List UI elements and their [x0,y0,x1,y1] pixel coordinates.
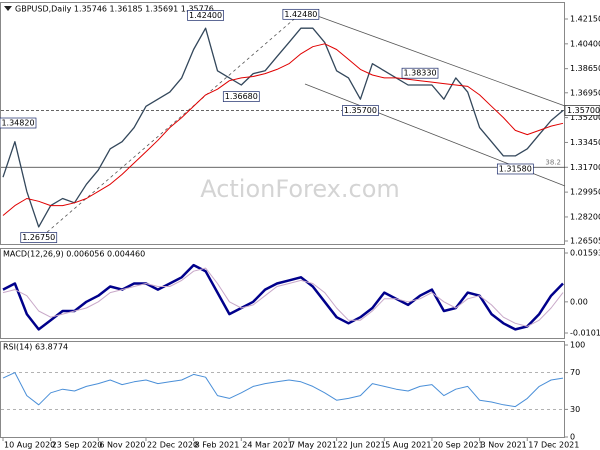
rsi-panel-frame [0,341,565,438]
y-tick-label: 100 [570,341,585,350]
x-tick-label: 20 Sep 2021 [433,441,484,450]
x-tick-label: 8 Feb 2021 [195,441,240,450]
annotation-label: 1.35700 [344,106,377,115]
x-tick-label: 3 Nov 2021 [481,441,527,450]
x-tick-label: 17 Dec 2021 [528,441,579,450]
x-tick-label: 24 Mar 2021 [242,441,293,450]
annotation-box [342,105,379,116]
price-label-box [564,105,600,116]
price-label: 1.35700 [567,106,600,115]
y-tick-label: 1.26505 [570,237,600,246]
annotation-label: 1.26750 [22,233,55,242]
y-tick-label: 1.29950 [570,188,600,197]
annotation-box [20,232,58,243]
series-line [2,263,564,331]
series-line [2,43,564,216]
annotation-box [496,163,534,175]
y-tick-label: 30 [570,405,580,414]
y-tick-label: 1.36950 [570,88,600,97]
y-tick-label: 1.35200 [570,113,600,122]
annotation-box [222,91,260,102]
annotation-label: 1.42480 [284,10,317,19]
x-tick-label: 10 Aug 2020 [4,441,55,450]
y-tick-label: -0.010165 [570,329,600,338]
y-tick-label: 1.38650 [570,64,600,73]
y-tick-label: 1.28200 [570,212,600,221]
macd-panel-title: MACD(12,26,9) 0.006056 0.004460 [3,250,145,259]
trendline [37,13,301,241]
price-panel-title: GBPUSD,Daily 1.35746 1.36185 1.35691 1.3… [15,5,214,14]
annotation-box [282,8,320,20]
y-tick-label: 0 [570,433,575,442]
x-tick-label: 23 Sep 2020 [52,441,103,450]
x-tick-label: 22 Dec 2020 [147,441,198,450]
annotation-box [0,117,37,129]
macd-panel-frame [0,248,565,339]
rsi-panel-title: RSI(14) 63.8774 [3,343,68,352]
annotation-box [401,67,439,79]
channel-upper [311,13,566,107]
annotation-label: 1.34820 [1,119,34,128]
y-tick-label: 0.015935 [570,249,600,258]
x-tick-label: 22 Jun 2021 [338,441,386,450]
y-tick-label: 1.31700 [570,163,600,172]
y-tick-label: 0.00 [570,297,588,306]
x-tick-label: 6 Nov 2020 [99,441,145,450]
symbol-icon [4,6,12,11]
series-line [2,372,564,408]
y-tick-label: 1.42150 [570,15,600,24]
y-tick-label: 1.33450 [570,138,600,147]
annotation-label: 1.36680 [225,92,258,101]
x-tick-label: 7 May 2021 [290,441,337,450]
annotation-box [187,10,224,21]
x-tick-label: 5 Aug 2021 [385,441,431,450]
level-label: 38.2 [545,158,561,166]
annotation-label: 1.38330 [403,69,436,78]
series-line [2,27,564,228]
annotation-label: 1.42400 [189,11,222,20]
y-tick-label: 70 [570,368,580,377]
series-line [2,267,564,327]
annotation-label: 1.31580 [499,164,532,173]
watermark: ActionForex.com [200,175,400,203]
y-tick-label: 1.40400 [570,39,600,48]
